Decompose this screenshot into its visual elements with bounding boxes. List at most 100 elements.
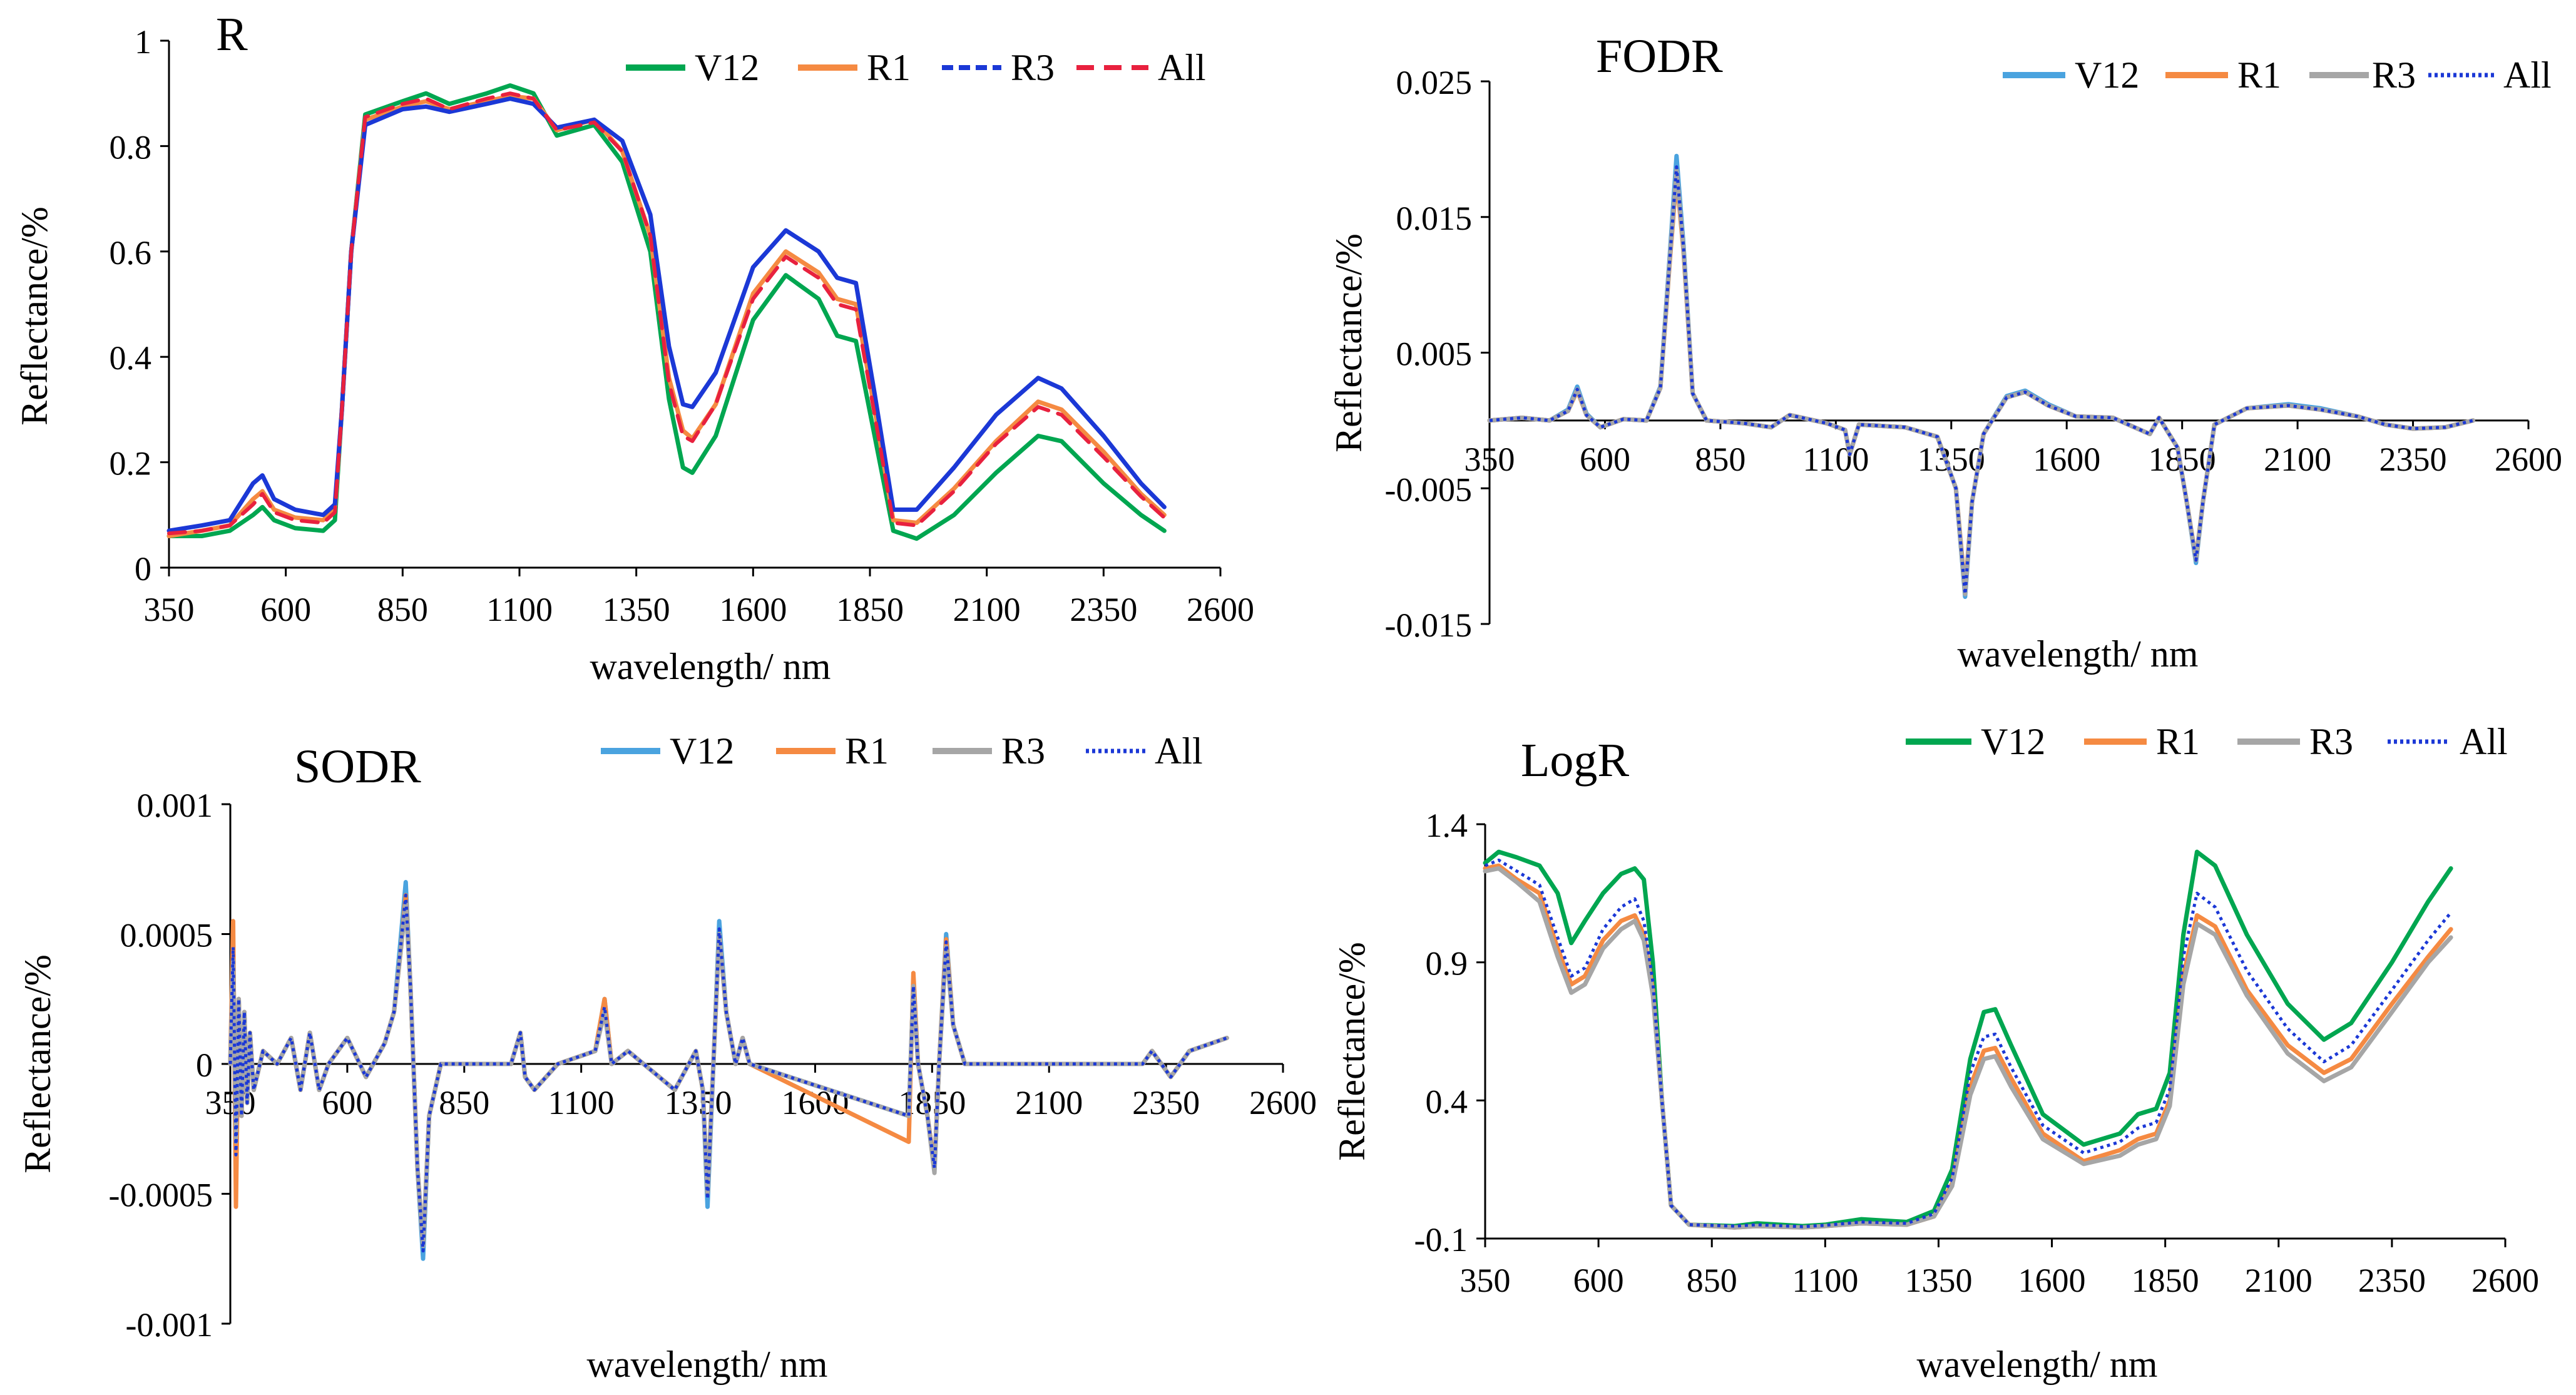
x-tick-label: 600 (1580, 441, 1630, 478)
legend-label: V12 (670, 730, 734, 772)
legend: V12 R1 R3 All (2003, 54, 2552, 96)
series-line-r1 (1483, 863, 2453, 1230)
legend-label: R1 (2156, 721, 2200, 762)
x-tick-label: 350 (144, 591, 195, 628)
y-tick-label: 1.4 (1426, 807, 1468, 844)
x-tick-label: 2350 (1070, 591, 1137, 628)
x-tick-label: 850 (377, 591, 428, 628)
x-tick-label: 1350 (1904, 1262, 1972, 1299)
series-line-r3 (228, 901, 1229, 1248)
y-tick-label: 0.025 (1396, 64, 1473, 101)
plot-area: -0.015 -0.005 0.005 0.015 0.025 350 600 850 1100… (1385, 64, 2562, 644)
x-tick-label: 1850 (836, 591, 904, 628)
legend-label: V12 (695, 47, 759, 88)
series-line-v12 (166, 83, 1167, 541)
x-tick-label: 2100 (2264, 441, 2331, 478)
x-tick-label: 1100 (486, 591, 553, 628)
y-axis-label: Reflectance/% (14, 207, 55, 426)
legend-label: R1 (845, 730, 889, 772)
x-tick-label: 2100 (953, 591, 1021, 628)
x-tick-label: 850 (439, 1084, 489, 1122)
y-tick-label: 0.9 (1426, 945, 1468, 983)
chart-panel-logr: LogR Reflectance/% wavelength/ nm V12 R1… (1331, 721, 2539, 1385)
series-line-all (1489, 165, 2474, 596)
series-line-r3 (166, 96, 1167, 533)
x-tick-label: 2350 (2379, 441, 2447, 478)
chart-panel-r: R Reflectance/% wavelength/ nm V12 R1 R3… (14, 8, 1254, 687)
x-axis-label: wavelength/ nm (587, 1344, 828, 1385)
y-tick-label: 0.015 (1396, 200, 1473, 237)
legend-label: All (2503, 54, 2552, 96)
series-line-v12 (1487, 153, 2475, 600)
chart-title: SODR (294, 740, 421, 793)
x-tick-label: 600 (1573, 1262, 1624, 1299)
y-tick-label: -0.001 (126, 1306, 213, 1344)
series-line-all (228, 893, 1228, 1253)
legend-label: R3 (1001, 730, 1045, 772)
x-tick-label: 2100 (2245, 1262, 2313, 1299)
y-tick-label: 0.001 (137, 787, 213, 824)
y-axis-label: Reflectance/% (1328, 233, 1369, 452)
series-line-all (167, 91, 1167, 536)
chart-title: R (216, 8, 248, 61)
x-tick-label: 2600 (1187, 591, 1254, 628)
series-line-r1 (1487, 174, 2475, 593)
y-tick-label: 0.0005 (120, 917, 213, 954)
x-tick-label: 600 (322, 1084, 372, 1122)
x-axis-label: wavelength/ nm (1917, 1344, 2158, 1385)
x-tick-label: 1600 (2033, 441, 2100, 478)
x-tick-label: 1600 (781, 1084, 849, 1122)
legend: V12 R1 R3 All (601, 730, 1203, 772)
x-tick-label: 2600 (2471, 1262, 2539, 1299)
chart-title: FODR (1596, 30, 1723, 83)
x-tick-label: 2350 (1132, 1084, 1200, 1122)
x-tick-label: 1850 (2132, 1262, 2199, 1299)
series-line-v12 (228, 880, 1229, 1261)
legend-label: V12 (1981, 721, 2045, 762)
x-axis-label: wavelength/ nm (1958, 633, 2199, 675)
y-tick-label: 0.2 (110, 445, 152, 483)
legend-label: All (2460, 721, 2508, 762)
x-tick-label: 1350 (603, 591, 670, 628)
legend-label: R1 (867, 47, 911, 88)
chart-panel-fodr: FODR Reflectance/% wavelength/ nm V12 R1… (1328, 30, 2562, 675)
x-tick-label: 350 (1464, 441, 1515, 478)
y-axis-label: Reflectance/% (1331, 942, 1372, 1161)
x-tick-label: 2600 (1249, 1084, 1317, 1122)
y-tick-label: -0.0005 (109, 1177, 213, 1214)
legend: V12 R1 R3 All (1906, 721, 2508, 762)
series-line-all (1485, 858, 2453, 1229)
series-line-r3 (1487, 167, 2475, 596)
plot-area: -0.1 0.4 0.9 1.4 350 600 850 1100 1350 1600 1850 21… (1414, 807, 2539, 1299)
y-tick-label: -0.015 (1385, 606, 1472, 644)
x-tick-label: 1600 (2018, 1262, 2086, 1299)
series-line-v12 (1483, 849, 2453, 1229)
y-tick-label: 0 (196, 1046, 213, 1084)
x-tick-label: 600 (260, 591, 311, 628)
legend-label: R1 (2237, 54, 2281, 96)
legend-label: R3 (2309, 721, 2353, 762)
x-axis-label: wavelength/ nm (590, 646, 831, 687)
legend-label: V12 (2075, 54, 2139, 96)
x-tick-label: 850 (1687, 1262, 1737, 1299)
x-tick-label: 2100 (1015, 1084, 1083, 1122)
y-tick-label: 0.4 (110, 339, 152, 377)
legend-label: All (1155, 730, 1203, 772)
x-tick-label: 1100 (548, 1084, 615, 1122)
x-tick-label: 850 (1695, 441, 1745, 478)
y-tick-label: 0.005 (1396, 335, 1473, 373)
series-line-r1 (228, 892, 1229, 1248)
chart-panel-sodr: SODR Reflectance/% wavelength/ nm V12 R1… (17, 730, 1317, 1385)
x-tick-label: 2350 (2358, 1262, 2426, 1299)
y-tick-label: 0.8 (110, 128, 152, 166)
y-tick-label: -0.005 (1385, 471, 1472, 508)
x-tick-label: 1100 (1802, 441, 1869, 478)
x-tick-label: 1600 (719, 591, 787, 628)
y-axis-label: Reflectance/% (17, 954, 58, 1173)
legend: V12 R1 R3 All (626, 47, 1206, 88)
y-tick-label: 1 (135, 23, 151, 61)
y-tick-label: -0.1 (1414, 1221, 1468, 1259)
